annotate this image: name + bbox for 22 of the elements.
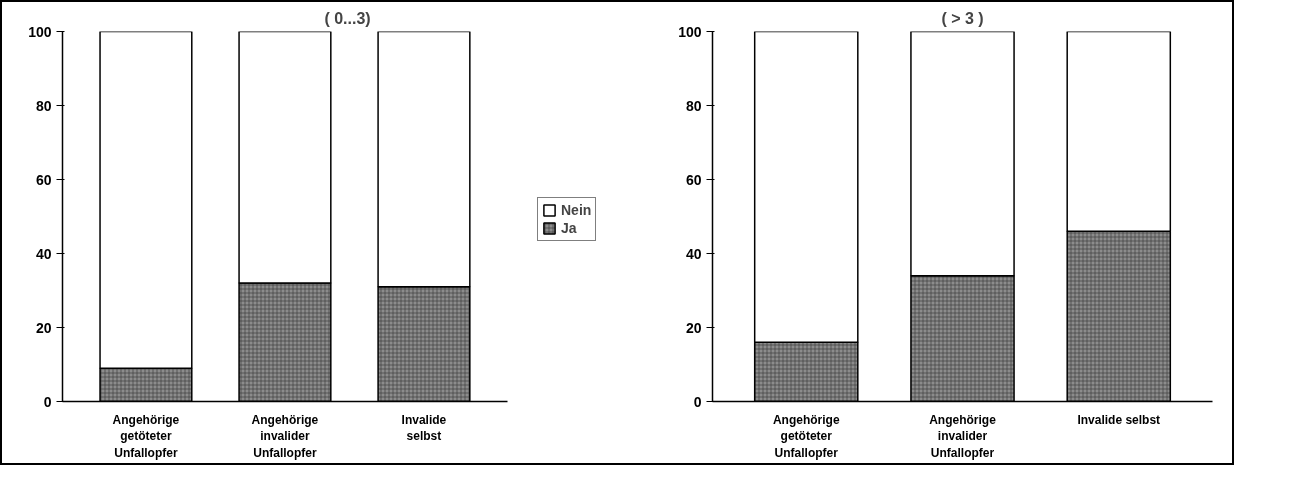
x-tick-label: Angehörige invalider Unfallopfer — [929, 412, 997, 461]
x-tick-label: Angehörige getöteter Unfallopfer — [112, 412, 180, 461]
y-tick-label: 80 — [685, 97, 702, 114]
x-tick-label: Angehörige invalider Unfallopfer — [251, 412, 319, 461]
y-tick-label: 100 — [678, 23, 702, 40]
y-tick-label: 20 — [685, 319, 702, 336]
y-tick-label: 40 — [35, 245, 52, 262]
y-tick-label: 100 — [28, 23, 52, 40]
chart-title: ( 0...3) — [324, 9, 371, 27]
y-tick-label: 0 — [693, 393, 702, 410]
legend-label: Nein — [561, 202, 592, 218]
legend-label: Ja — [561, 220, 578, 236]
y-tick-label: 0 — [43, 393, 52, 410]
y-tick-label: 60 — [685, 171, 702, 188]
x-tick-label: Angehörige getöteter Unfallopfer — [772, 412, 840, 461]
x-tick-label: Invalide selbst — [401, 412, 447, 444]
y-tick-label: 20 — [35, 319, 52, 336]
y-tick-label: 40 — [685, 245, 702, 262]
x-tick-label: Invalide selbst — [1077, 412, 1161, 427]
y-tick-label: 80 — [35, 97, 52, 114]
chart-title: ( > 3 ) — [941, 9, 984, 27]
y-tick-label: 60 — [35, 171, 52, 188]
